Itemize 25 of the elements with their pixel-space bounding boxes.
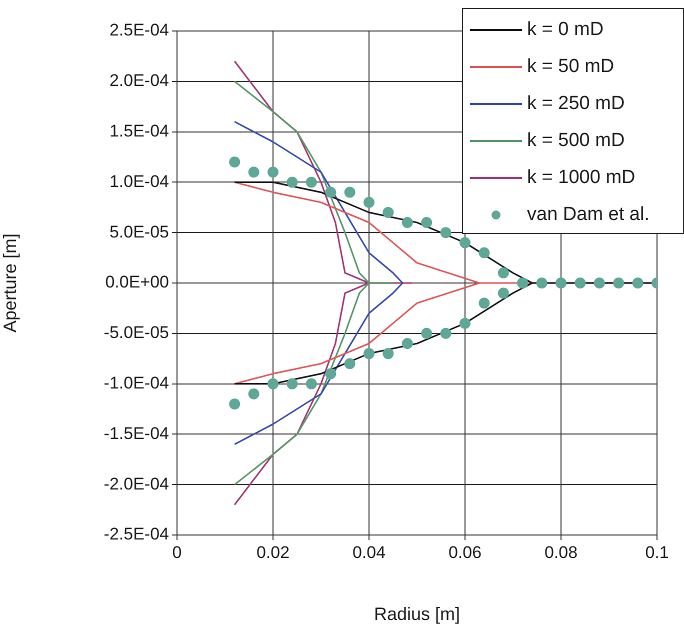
x-tick-label: 0.06 (448, 542, 482, 562)
x-tick-label: 0.02 (256, 542, 290, 562)
legend-label: k = 0 mD (527, 19, 604, 40)
y-tick-label: 1.5E-04 (109, 121, 169, 140)
y-tick-label: -2.5E-04 (104, 524, 169, 544)
x-axis-title: Radius [m] (374, 604, 460, 624)
y-axis-title: Aperture [m] (0, 233, 20, 333)
y-tick-label: 2.5E-04 (109, 20, 169, 40)
y-tick-label: 1.0E-04 (109, 172, 169, 191)
x-tick-label: 0 (172, 542, 182, 562)
y-tick-label: 0.0E+00 (105, 272, 169, 292)
legend-label: k = 250 mD (527, 93, 625, 114)
y-tick-label: 5.0E-05 (109, 222, 169, 242)
x-tick-label: 0.08 (544, 542, 578, 562)
y-tick-label: -1.5E-04 (104, 424, 169, 443)
legend-label: k = 500 mD (527, 130, 625, 152)
y-tick-label: -1.0E-04 (104, 373, 169, 392)
legend-label: k = 50 mD (527, 56, 614, 78)
y-tick-label: 2.0E-04 (109, 71, 169, 90)
y-tick-label: -2.0E-04 (104, 474, 169, 494)
x-tick-label: 0.1 (645, 542, 669, 562)
x-tick-label: 0.04 (352, 542, 386, 562)
legend-label: van Dam et al. (527, 204, 650, 226)
legend-label: k = 1000 mD (527, 167, 636, 188)
y-tick-label: -5.0E-05 (104, 323, 169, 342)
